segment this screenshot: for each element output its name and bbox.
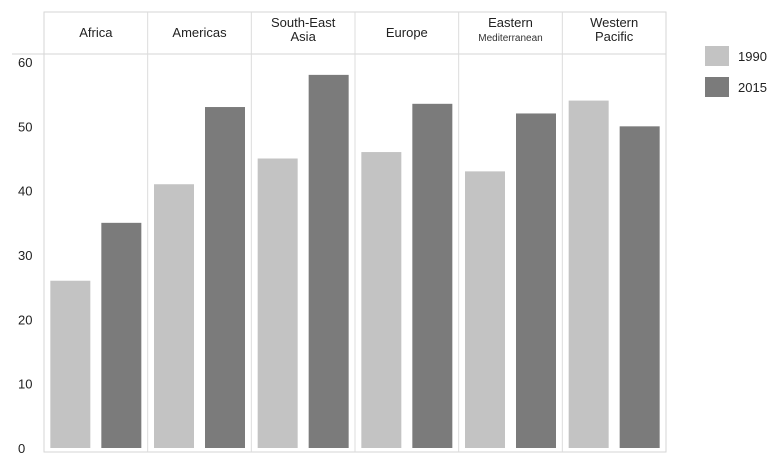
bar-1990	[154, 184, 194, 448]
bar-2015	[619, 126, 660, 448]
bar-1990	[257, 158, 298, 448]
bar-2015	[516, 113, 556, 448]
y-tick-label: 20	[18, 312, 32, 327]
category-label-line: Asia	[291, 29, 317, 44]
y-tick-label: 60	[18, 55, 32, 70]
y-tick-label: 30	[18, 248, 32, 263]
legend-swatch-2015	[705, 77, 729, 97]
category-label-line: Pacific	[595, 29, 634, 44]
legend: 1990 2015	[705, 46, 767, 97]
bar-1990	[465, 171, 505, 448]
legend-swatch-1990	[705, 46, 729, 66]
bar-1990	[568, 100, 609, 448]
bar-2015	[101, 222, 142, 448]
category-label: Americas	[172, 25, 227, 40]
bar-2015	[308, 74, 349, 448]
y-tick-label: 50	[18, 119, 32, 134]
legend-label: 2015	[738, 80, 767, 95]
bar-2015	[412, 103, 453, 449]
legend-label: 1990	[738, 49, 767, 64]
category-label-line: South-East	[271, 15, 336, 30]
bars	[50, 74, 660, 449]
y-axis: 0 10 20 30 40 50 60	[18, 55, 32, 454]
bar-1990	[361, 152, 402, 449]
bar-2015	[205, 107, 245, 449]
category-label-line: Western	[590, 15, 638, 30]
bar-1990	[50, 280, 91, 448]
y-tick-label: 10	[18, 377, 32, 392]
category-label-line: Eastern	[488, 15, 533, 30]
category-label-line: Mediterranean	[478, 33, 542, 44]
category-label: Europe	[386, 25, 428, 40]
y-tick-label: 0	[18, 441, 25, 454]
plot-frame	[12, 11, 667, 453]
category-label: Africa	[79, 25, 113, 40]
y-tick-label: 40	[18, 184, 32, 199]
